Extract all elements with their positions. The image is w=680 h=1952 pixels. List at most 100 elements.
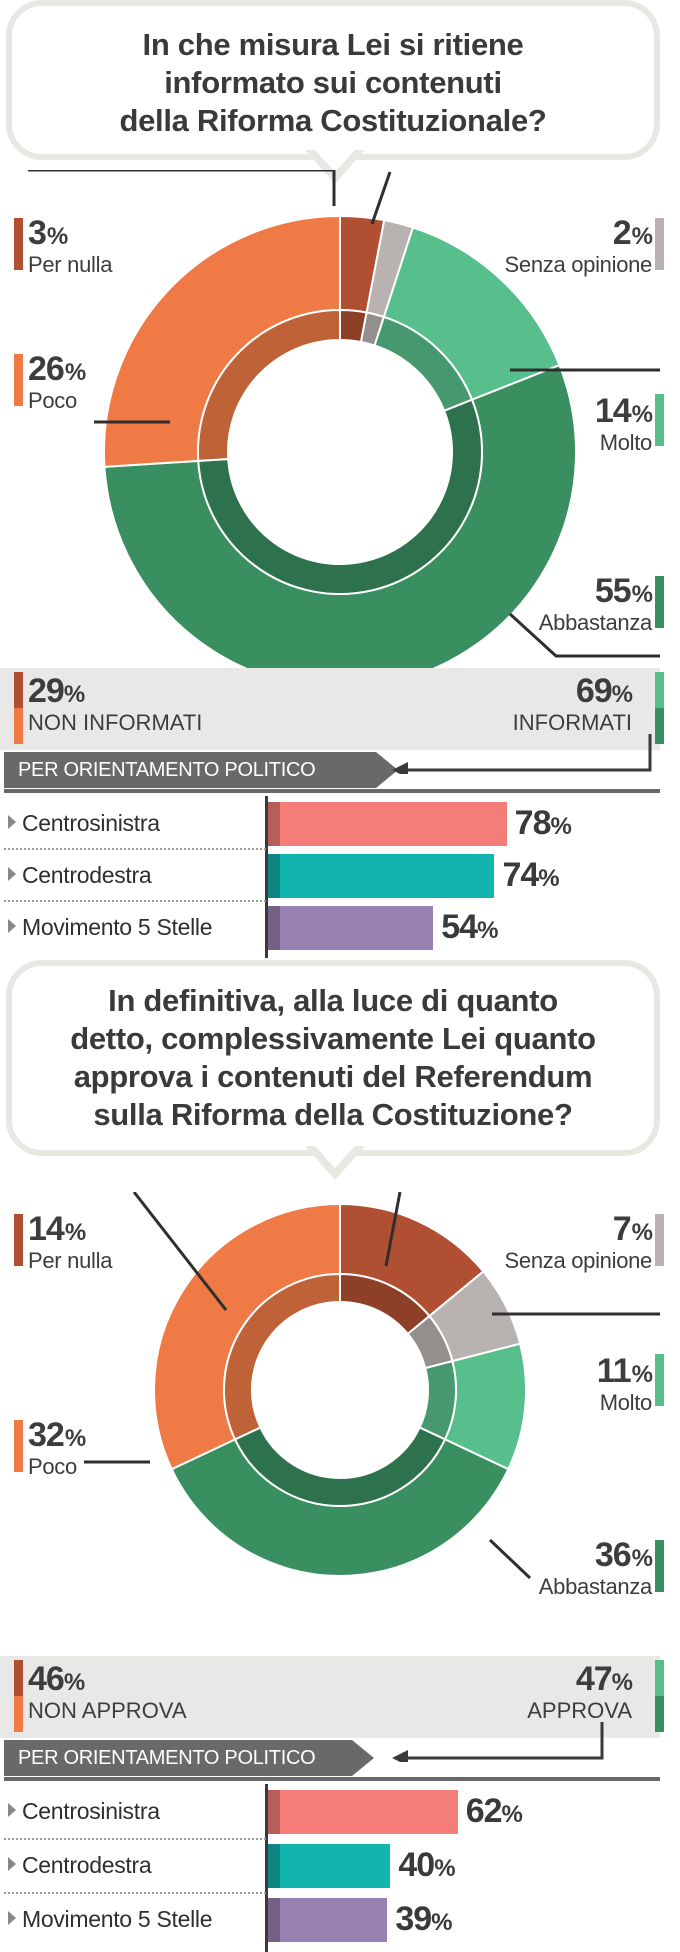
label-per-nulla-1: 3% Per nulla <box>28 214 113 277</box>
bar-value-centrosinistra: 78% <box>514 804 572 842</box>
summary-band-2: 46% NON APPROVA 47% APPROVA <box>0 1656 664 1738</box>
bar-label-centrosinistra: Centrosinistra <box>8 1800 160 1823</box>
value-senza-opinione-2: 7 <box>612 1210 632 1248</box>
orient-divider-2 <box>4 1777 660 1781</box>
bar-label-text: Centrosinistra <box>22 1798 160 1824</box>
swatch-senza-opinione-2 <box>655 1214 664 1266</box>
swatch-per-nulla <box>14 218 23 270</box>
bullet-triangle-icon <box>8 1911 16 1925</box>
summary-left-2: 46% NON APPROVA <box>28 1660 187 1723</box>
question-1-bubble: In che misura Lei si ritiene informato s… <box>6 0 660 160</box>
summary-left-value-1: 29 <box>28 672 65 710</box>
bar-label-movimento-5-stelle: Movimento 5 Stelle <box>8 1906 213 1932</box>
bar-centrosinistra <box>268 802 507 846</box>
value-abbastanza-1: 55 <box>594 572 632 610</box>
bar-label-text: Centrosinistra <box>22 810 160 836</box>
bar-value-sign: % <box>434 1855 455 1882</box>
bar-label-movimento-5-stelle: Movimento 5 Stelle <box>8 914 213 940</box>
leader-line <box>28 170 336 206</box>
bar-label-centrodestra: Centrodestra <box>8 864 152 887</box>
value-per-nulla-2: 14 <box>28 1210 65 1248</box>
name-senza-opinione-2: Senza opinione <box>504 1248 653 1273</box>
bar-label-text: Movimento 5 Stelle <box>22 914 213 940</box>
bar-axis-line <box>265 796 268 958</box>
name-senza-opinione-1: Senza opinione <box>504 252 653 277</box>
question-2-section: In definitiva, alla luce di quanto detto… <box>0 960 680 1952</box>
bar-value-movimento-5-stelle: 39% <box>395 1900 452 1938</box>
value-molto-2: 11 <box>596 1352 632 1390</box>
orient-tab-arrow-1 <box>376 752 398 788</box>
row-divider <box>4 1892 266 1894</box>
question-1-bubble-tail <box>305 150 365 184</box>
name-abbastanza-2: Abbastanza <box>538 1574 653 1599</box>
label-per-nulla-2: 14% Per nulla <box>28 1210 113 1273</box>
value-senza-opinione-1: 2 <box>612 214 632 252</box>
swatch-molto <box>655 394 664 446</box>
bar-value-sign: % <box>550 813 572 840</box>
label-senza-opinione-2: 7% Senza opinione <box>504 1210 654 1273</box>
name-poco-2: Poco <box>28 1454 77 1479</box>
label-abbastanza-1: 55% Abbastanza <box>538 572 653 635</box>
bullet-triangle-icon <box>8 919 16 933</box>
bar-label-text: Centrodestra <box>22 1852 152 1878</box>
summary-swatch-left-2 <box>14 1660 23 1732</box>
bar-value-movimento-5-stelle: 54% <box>441 908 498 946</box>
orient-pointer-1 <box>392 734 652 774</box>
bar-axis-line <box>265 1784 268 1952</box>
leader-line <box>370 171 392 225</box>
name-per-nulla-2: Per nulla <box>28 1248 113 1273</box>
bar-centrosinistra <box>268 1790 458 1834</box>
summary-right-name-1: INFORMATI <box>512 710 632 735</box>
bar-label-text: Movimento 5 Stelle <box>22 1906 213 1932</box>
leader-line <box>508 612 660 658</box>
donut-chart-1 <box>28 170 660 689</box>
bullet-triangle-icon <box>8 867 16 881</box>
label-abbastanza-2: 36% Abbastanza <box>538 1536 653 1599</box>
summary-right-2: 47% APPROVA <box>527 1660 633 1723</box>
question-1-section: In che misura Lei si ritiene informato s… <box>0 0 680 960</box>
value-poco-2: 32 <box>28 1416 65 1454</box>
label-poco-1: 26% Poco <box>28 350 86 413</box>
label-molto-2: 11% Molto <box>596 1352 653 1415</box>
label-poco-2: 32% Poco <box>28 1416 86 1479</box>
bar-centrodestra <box>268 1844 391 1888</box>
donut-chart-2 <box>84 1192 660 1580</box>
slice-inner-abbastanza <box>197 398 483 595</box>
summary-left-name-1: NON INFORMATI <box>28 710 203 735</box>
row-divider <box>4 848 266 850</box>
label-molto-1: 14% Molto <box>594 392 653 455</box>
slice-inner-poco <box>223 1272 341 1441</box>
bar-label-centrosinistra: Centrosinistra <box>8 812 160 835</box>
bar-value-centrodestra: 74% <box>502 856 559 894</box>
bullet-triangle-icon <box>8 1857 16 1871</box>
label-senza-opinione-1: 2% Senza opinione <box>504 214 654 277</box>
leader-line <box>488 1538 532 1580</box>
summary-right-1: 69% INFORMATI <box>512 672 633 735</box>
summary-right-value-2: 47 <box>575 1660 613 1698</box>
bar-movimento-5-stelle <box>268 906 434 950</box>
swatch-per-nulla-2 <box>14 1214 23 1266</box>
bar-value-centrosinistra: 62% <box>465 1792 523 1830</box>
bullet-triangle-icon <box>8 815 16 829</box>
name-molto-2: Molto <box>599 1390 653 1415</box>
bar-value-sign: % <box>538 865 559 892</box>
bullet-triangle-icon <box>8 1803 16 1817</box>
value-abbastanza-2: 36 <box>594 1536 632 1574</box>
question-2-title: In definitiva, alla luce di quanto detto… <box>70 983 596 1132</box>
slice-inner-poco <box>197 308 341 462</box>
swatch-senza-opinione <box>655 218 664 270</box>
orient-title-1: PER ORIENTAMENTO POLITICO <box>4 752 376 788</box>
summary-swatch-right-2 <box>655 1660 664 1732</box>
value-molto-1: 14 <box>594 392 632 430</box>
question-2-bubble-tail <box>305 1146 365 1180</box>
bar-label-centrodestra: Centrodestra <box>8 1852 152 1878</box>
row-divider <box>4 1838 266 1840</box>
orient-tab-arrow-2 <box>352 1740 374 1776</box>
name-abbastanza-1: Abbastanza <box>538 610 653 635</box>
value-per-nulla-1: 3 <box>28 214 47 252</box>
summary-right-name-2: APPROVA <box>527 1698 632 1723</box>
summary-swatch-right-1 <box>655 672 664 744</box>
question-2-bubble: In definitiva, alla luce di quanto detto… <box>6 960 660 1156</box>
summary-left-value-2: 46 <box>28 1660 65 1698</box>
bar-value-centrodestra: 40% <box>398 1846 455 1884</box>
